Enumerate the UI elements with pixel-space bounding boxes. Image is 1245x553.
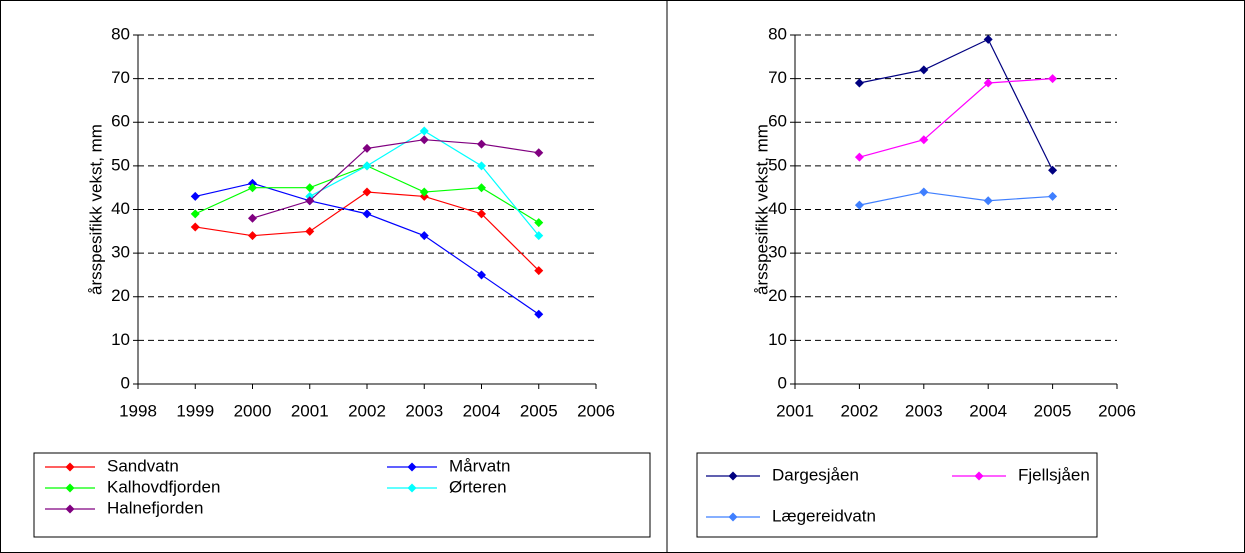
- marker: [983, 34, 993, 44]
- legend-label: Halnefjorden: [107, 498, 203, 517]
- y-tick-label: 40: [111, 199, 130, 218]
- y-tick-label: 40: [768, 199, 787, 218]
- legend-marker: [65, 504, 75, 514]
- marker: [419, 126, 429, 136]
- x-tick-label: 2001: [776, 401, 814, 420]
- marker: [534, 231, 544, 241]
- legend-label: Dargesjåen: [772, 465, 859, 484]
- legend-label: Fjellsjåen: [1018, 465, 1090, 484]
- marker: [477, 183, 486, 193]
- marker: [190, 191, 200, 201]
- marker: [362, 143, 372, 153]
- y-tick-label: 50: [768, 155, 787, 174]
- legend-label: Kalhovdfjorden: [107, 477, 220, 496]
- marker: [919, 65, 929, 75]
- marker: [534, 266, 544, 276]
- marker: [919, 135, 929, 145]
- marker: [919, 187, 929, 197]
- marker: [534, 148, 544, 158]
- marker: [854, 152, 864, 162]
- y-tick-label: 30: [111, 243, 130, 262]
- marker: [854, 78, 864, 88]
- x-tick-label: 2001: [291, 401, 329, 420]
- y-tick-label: 80: [111, 24, 130, 43]
- marker: [983, 196, 993, 206]
- marker: [419, 135, 429, 145]
- x-tick-label: 2000: [234, 401, 272, 420]
- marker: [477, 139, 486, 149]
- y-axis-title: årsspesifikk vekst, mm: [752, 124, 771, 295]
- y-tick-label: 50: [111, 155, 130, 174]
- marker: [305, 183, 315, 193]
- marker: [534, 218, 544, 228]
- x-tick-label: 2002: [840, 401, 878, 420]
- marker: [362, 161, 372, 171]
- marker: [1048, 191, 1058, 201]
- marker: [477, 270, 486, 280]
- y-tick-label: 60: [768, 112, 787, 131]
- x-tick-label: 2005: [520, 401, 558, 420]
- y-tick-label: 70: [768, 68, 787, 87]
- legend-marker: [728, 471, 738, 481]
- marker: [534, 309, 544, 319]
- x-tick-label: 1999: [176, 401, 214, 420]
- y-tick-label: 70: [111, 68, 130, 87]
- y-tick-label: 0: [121, 373, 130, 392]
- legend-label: Sandvatn: [107, 456, 179, 475]
- y-tick-label: 10: [768, 330, 787, 349]
- marker: [362, 187, 372, 197]
- legend-marker: [728, 512, 738, 522]
- legend-marker: [65, 462, 75, 472]
- x-tick-label: 2003: [405, 401, 443, 420]
- marker: [248, 213, 257, 223]
- legend-marker: [65, 483, 75, 493]
- legend-marker: [407, 462, 417, 472]
- marker: [477, 209, 486, 219]
- marker: [419, 187, 429, 197]
- marker: [248, 183, 257, 193]
- legend-marker: [407, 483, 417, 493]
- legend-box: [696, 452, 1098, 538]
- marker: [1048, 165, 1058, 175]
- y-tick-label: 20: [111, 286, 130, 305]
- marker: [190, 209, 200, 219]
- x-tick-label: 2005: [1034, 401, 1072, 420]
- x-tick-label: 2004: [463, 401, 501, 420]
- x-tick-label: 2006: [577, 401, 615, 420]
- legend-marker: [974, 471, 984, 481]
- marker: [305, 196, 315, 206]
- y-tick-label: 80: [768, 24, 787, 43]
- series-line: [252, 139, 539, 219]
- y-tick-label: 0: [778, 373, 787, 392]
- marker: [477, 161, 486, 171]
- marker: [362, 209, 372, 219]
- x-tick-label: 2004: [969, 401, 1007, 420]
- marker: [854, 200, 864, 210]
- marker: [190, 222, 200, 232]
- series-line: [859, 191, 1053, 206]
- legend-label: Lægereidvatn: [772, 506, 876, 525]
- legend-label: Ørteren: [449, 477, 507, 496]
- y-tick-label: 30: [768, 243, 787, 262]
- y-axis-title: årsspesifikk vekst, mm: [86, 124, 105, 295]
- marker: [1048, 74, 1058, 84]
- y-tick-label: 60: [111, 112, 130, 131]
- x-tick-label: 2006: [1098, 401, 1136, 420]
- legend-label: Mårvatn: [449, 456, 510, 475]
- series-line: [859, 38, 1054, 171]
- marker: [419, 231, 429, 241]
- x-tick-label: 1998: [119, 401, 157, 420]
- series-line: [859, 78, 1053, 158]
- x-tick-label: 2002: [348, 401, 386, 420]
- marker: [305, 226, 315, 236]
- y-tick-label: 20: [768, 286, 787, 305]
- marker: [983, 78, 993, 88]
- y-tick-label: 10: [111, 330, 130, 349]
- marker: [248, 231, 257, 241]
- x-tick-label: 2003: [905, 401, 943, 420]
- legend-box: [33, 452, 651, 538]
